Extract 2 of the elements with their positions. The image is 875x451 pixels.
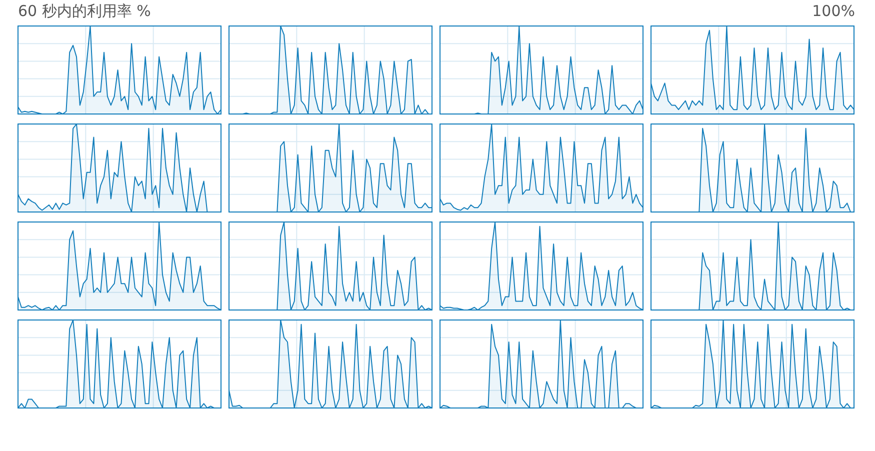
- text: 100%: [812, 2, 855, 20]
- chart-title: 60 秒内的利用率 %: [18, 2, 151, 20]
